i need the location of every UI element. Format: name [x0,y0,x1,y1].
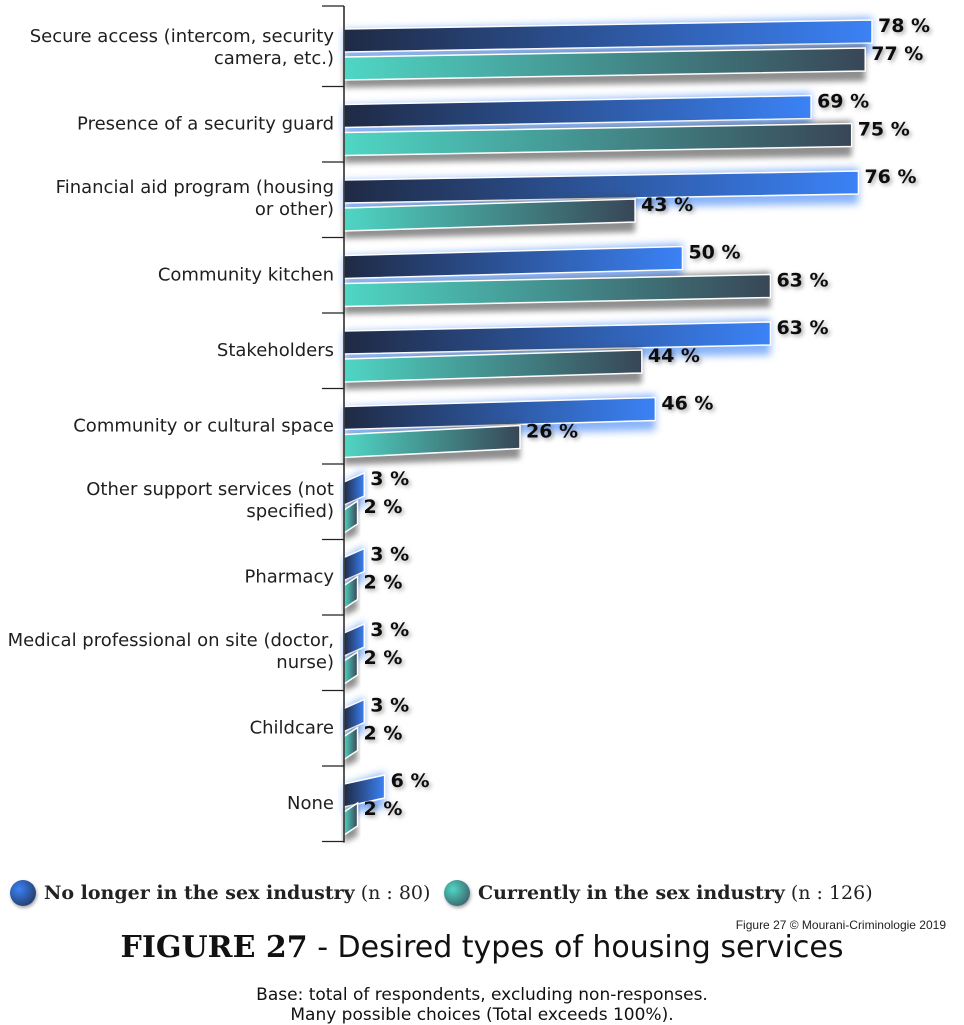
category-label-5: Community or cultural space [73,416,334,437]
legend-item-no-longer: No longer in the sex industry (n : 80) [10,880,430,906]
figure-subtitle: Base: total of respondents, excluding no… [0,985,964,1025]
legend-label-currently: Currently in the sex industry [478,882,785,904]
category-label-8: Medical professional on site (doctor, nur… [8,630,334,673]
value-label-currently-3: 63 % [776,270,828,292]
value-label-currently-4: 44 % [648,345,700,367]
value-label-no-longer-5: 46 % [661,393,713,415]
value-label-currently-1: 75 % [858,119,910,141]
subtitle-line-2: Many possible choices (Total exceeds 100… [290,1005,674,1025]
bar-currently-7 [343,573,359,616]
bar-no-longer-2 [343,168,860,211]
value-label-no-longer-4: 63 % [776,317,828,339]
bar-currently-1 [343,120,853,163]
value-label-currently-5: 26 % [526,421,578,443]
bar-currently-4 [343,347,643,390]
value-label-currently-6: 2 % [364,496,403,518]
value-label-currently-7: 2 % [364,572,403,594]
value-label-currently-8: 2 % [364,647,403,669]
figure-credit: Figure 27 © Mourani-Criminologie 2019 [735,918,946,932]
bar-no-longer-9 [343,696,366,739]
value-label-currently-9: 2 % [364,723,403,745]
category-label-7: Pharmacy [245,567,335,588]
value-label-no-longer-8: 3 % [370,619,409,641]
value-label-currently-10: 2 % [364,798,403,820]
bar-no-longer-5 [343,394,657,437]
bar-chart: 78 % 77 % Secure access (intercom, securit… [8,5,930,843]
figure-number: FIGURE 27 [120,930,308,965]
figure-title: FIGURE 27 - Desired types of housing ser… [0,930,964,965]
value-label-no-longer-6: 3 % [370,468,409,490]
figure-title-text: - Desired types of housing services [307,930,844,965]
bar-no-longer-8 [343,621,366,664]
bar-currently-9 [343,724,359,767]
legend-n-no-longer: (n : 80) [360,882,431,904]
legend-swatch-currently [444,880,470,906]
value-label-no-longer-1: 69 % [817,91,869,113]
legend-n-currently: (n : 126) [790,882,873,904]
legend-item-currently: Currently in the sex industry (n : 126) [444,880,873,906]
category-label-0: Secure access (intercom, security camera,… [30,26,335,69]
bar-currently-2 [343,196,636,239]
value-label-no-longer-0: 78 % [878,15,930,37]
value-label-no-longer-7: 3 % [370,544,409,566]
value-label-currently-2: 43 % [641,194,693,216]
bar-currently-5 [343,422,521,465]
category-label-4: Stakeholders [217,340,334,361]
bar-currently-3 [343,271,772,314]
category-label-10: None [287,793,334,814]
value-label-no-longer-10: 6 % [391,770,430,792]
subtitle-line-1: Base: total of respondents, excluding no… [256,985,708,1005]
legend: No longer in the sex industry (n : 80) C… [10,880,910,912]
value-label-no-longer-3: 50 % [688,242,740,264]
bar-no-longer-1 [343,92,812,135]
legend-label-no-longer: No longer in the sex industry [44,882,355,904]
value-label-currently-0: 77 % [871,43,923,65]
legend-swatch-no-longer [10,880,36,906]
bar-currently-10 [343,800,359,843]
category-label-2: Financial aid program (housing or other) [56,177,334,220]
value-label-no-longer-2: 76 % [864,166,916,188]
category-label-6: Other support services (not specified) [86,479,334,522]
value-label-no-longer-9: 3 % [370,695,409,717]
bar-currently-0 [343,45,866,88]
category-label-1: Presence of a security guard [77,114,334,135]
category-label-9: Childcare [250,718,334,739]
category-label-3: Community kitchen [158,265,334,286]
